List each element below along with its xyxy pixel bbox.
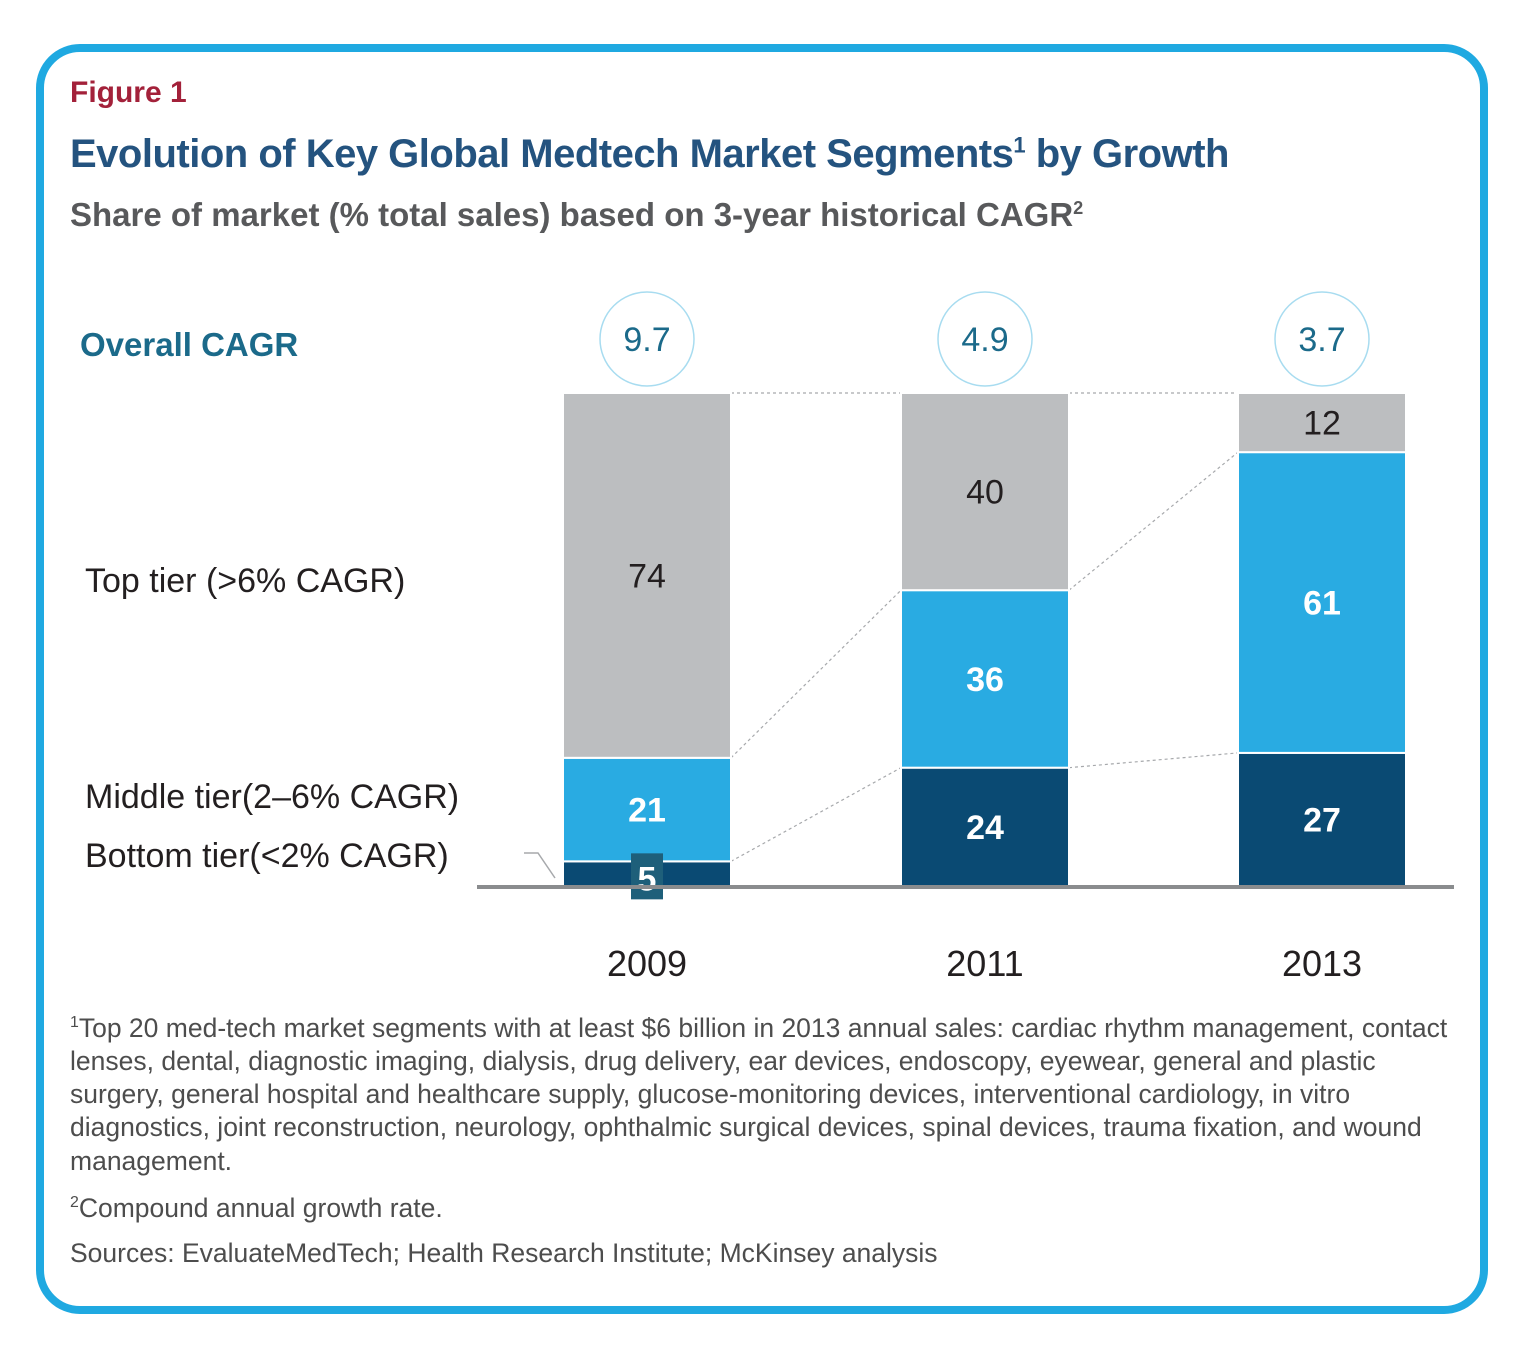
- chart-title: Evolution of Key Global Medtech Market S…: [70, 132, 1229, 177]
- data-label-2009-bottom: 5: [638, 860, 657, 898]
- cagr-value-2011: 4.9: [961, 321, 1008, 359]
- cagr-value-2009: 9.7: [623, 321, 670, 359]
- bar-2011-bottom: [900, 766, 1070, 887]
- connector-2009-2011-bottom: [730, 767, 902, 862]
- chart-title-text: Evolution of Key Global Medtech Market S…: [70, 132, 1014, 176]
- figure-label: Figure 1: [70, 76, 187, 109]
- chart-subtitle: Share of market (% total sales) based on…: [70, 196, 1083, 234]
- data-label-2009-top: 74: [628, 557, 666, 595]
- legend-bottom-tier-leader-line: [524, 852, 556, 879]
- cagr-circle-2009: [599, 291, 695, 387]
- bar-2013-middle: [1237, 451, 1407, 754]
- connector-2011-2013-middle: [1068, 451, 1239, 591]
- chart-subtitle-text: Share of market (% total sales) based on…: [70, 196, 1074, 233]
- bar-2009-top: [562, 392, 732, 759]
- x-tick-label-2011: 2011: [946, 943, 1023, 984]
- cagr-circle-2013: [1274, 291, 1370, 387]
- connector-2009-2011-middle: [730, 589, 902, 759]
- chart-subtitle-footnote-marker: 2: [1073, 198, 1084, 218]
- data-label-2011-bottom: 24: [966, 809, 1004, 847]
- footnote-1-marker: 1: [70, 1014, 79, 1032]
- cagr-circle-2011: [937, 291, 1033, 387]
- bar-2011-top: [900, 392, 1070, 592]
- legend-top-tier: Top tier (>6% CAGR): [85, 562, 405, 600]
- data-label-2013-top: 12: [1303, 405, 1341, 443]
- footnote-2: 2Compound annual growth rate.: [70, 1192, 1450, 1225]
- bar-2013-bottom: [1237, 751, 1407, 888]
- bar-2011-middle: [900, 589, 1070, 769]
- data-label-2011-top: 40: [966, 474, 1004, 512]
- figure-frame: [36, 44, 1488, 1314]
- legend-bottom-tier: Bottom tier(<2% CAGR): [85, 837, 449, 875]
- x-tick-label-2009: 2009: [607, 943, 687, 984]
- data-label-2011-middle: 36: [966, 661, 1004, 699]
- sources: Sources: EvaluateMedTech; Health Researc…: [70, 1237, 938, 1268]
- data-label-2013-bottom: 27: [1303, 801, 1341, 839]
- legend-middle-tier: Middle tier(2–6% CAGR): [85, 778, 459, 816]
- overall-cagr-label: Overall CAGR: [80, 326, 298, 363]
- data-label-2009-middle: 21: [628, 792, 666, 830]
- data-label-box-2009-bottom: [631, 853, 663, 900]
- chart-title-suffix: by Growth: [1025, 132, 1230, 176]
- footnote-1: 1Top 20 med-tech market segments with at…: [70, 1012, 1450, 1178]
- chart-title-footnote-marker: 1: [1013, 132, 1026, 158]
- cagr-value-2013: 3.7: [1298, 321, 1345, 359]
- footnote-1-text: Top 20 med-tech market segments with at …: [70, 1013, 1448, 1176]
- footnotes: 1Top 20 med-tech market segments with at…: [70, 1012, 1450, 1282]
- x-tick-label-2013: 2013: [1282, 943, 1362, 984]
- bar-2009-middle: [562, 756, 732, 863]
- data-label-2013-middle: 61: [1303, 585, 1341, 623]
- bar-2013-top: [1237, 392, 1407, 454]
- footnote-2-marker: 2: [70, 1193, 79, 1211]
- connector-2011-2013-bottom: [1068, 752, 1239, 769]
- footnote-2-text: Compound annual growth rate.: [78, 1192, 443, 1223]
